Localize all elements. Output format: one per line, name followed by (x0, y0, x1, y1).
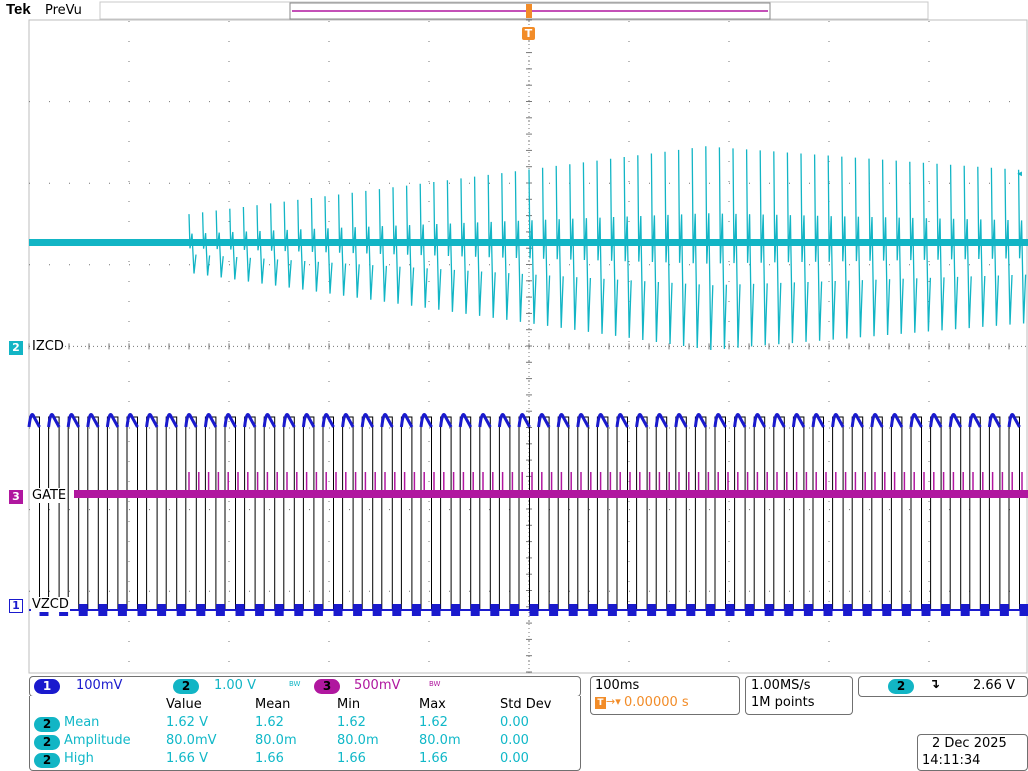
ch2-ground-marker[interactable]: 2 (9, 341, 23, 355)
waveforms (27, 146, 1028, 616)
horizontal-scale: 100ms (595, 678, 640, 693)
meas-row-mean: 1.66 (255, 751, 284, 766)
ch1-ground-marker[interactable]: 1 (9, 599, 23, 613)
ch1-label: VZCD (31, 597, 70, 612)
meas-row-std: 0.00 (500, 715, 529, 730)
meas-row-ch-badge: 2 (34, 753, 60, 768)
ch3-label: GATE (31, 488, 68, 503)
trigger-panel[interactable]: 2 ↴ 2.66 V (858, 676, 1028, 697)
meas-row-std: 0.00 (500, 733, 529, 748)
arrow-icon: →▾ (606, 695, 621, 708)
meas-row-value: 80.0mV (166, 733, 217, 748)
ch2-badge: 2 (173, 679, 199, 694)
meas-row-max: 1.66 (419, 751, 448, 766)
ch2-scale: 1.00 V (214, 678, 256, 693)
ch3-bw-indicator: BW (429, 680, 441, 688)
ch2-bw-indicator: BW (289, 680, 301, 688)
trigger-position-icon: T (595, 697, 606, 709)
ch3-badge: 3 (314, 679, 340, 694)
falling-edge-icon: ↴ (929, 677, 940, 692)
ch1-badge: 1 (34, 679, 60, 694)
col-value: Value (166, 697, 202, 712)
meas-row-std: 0.00 (500, 751, 529, 766)
sample-rate: 1.00MS/s (751, 678, 811, 693)
meas-row-ch-badge: 2 (34, 717, 60, 732)
meas-row-min: 80.0m (337, 733, 379, 748)
horizontal-position: 0.00000 s (624, 695, 689, 710)
measurement-table[interactable]: Value Mean Min Max Std Dev 2 Mean 1.62 V… (29, 696, 581, 771)
ch3-ground-marker[interactable]: 3 (9, 490, 23, 504)
ch1-scale: 100mV (76, 678, 123, 693)
timebase-panel[interactable]: 100ms T →▾ 0.00000 s (590, 676, 740, 715)
meas-row-min: 1.66 (337, 751, 366, 766)
trigger-level: 2.66 V (973, 678, 1015, 693)
trigger-source-badge: 2 (888, 679, 914, 694)
col-max: Max (419, 697, 446, 712)
record-view-bar (99, 1, 929, 20)
meas-row-name: Amplitude (64, 733, 131, 748)
col-mean: Mean (255, 697, 291, 712)
acquisition-panel[interactable]: 1.00MS/s 1M points (745, 676, 853, 715)
acquisition-mode: PreVu (45, 3, 82, 18)
meas-row-mean: 1.62 (255, 715, 284, 730)
record-length: 1M points (751, 695, 815, 710)
tek-logo: Tek (6, 1, 31, 18)
col-std-dev: Std Dev (500, 697, 552, 712)
meas-row-max: 80.0m (419, 733, 461, 748)
meas-row-min: 1.62 (337, 715, 366, 730)
meas-row-mean: 80.0m (255, 733, 297, 748)
meas-row-ch-badge: 2 (34, 735, 60, 750)
meas-row-name: Mean (64, 715, 100, 730)
date: 2 Dec 2025 (932, 736, 1007, 751)
ch3-scale: 500mV (354, 678, 401, 693)
time: 14:11:34 (922, 753, 981, 768)
ch2-offset-arrow: ◂ (1016, 166, 1024, 180)
meas-row-name: High (64, 751, 94, 766)
trigger-position-marker[interactable]: T (522, 27, 535, 40)
col-min: Min (337, 697, 361, 712)
ch2-label: IZCD (31, 339, 65, 354)
meas-row-value: 1.62 V (166, 715, 208, 730)
channel-scale-panel[interactable]: 1 100mV 2 1.00 V BW 3 500mV BW (29, 676, 581, 697)
meas-row-value: 1.66 V (166, 751, 208, 766)
meas-row-max: 1.62 (419, 715, 448, 730)
datetime-panel: 2 Dec 2025 14:11:34 (917, 734, 1028, 771)
